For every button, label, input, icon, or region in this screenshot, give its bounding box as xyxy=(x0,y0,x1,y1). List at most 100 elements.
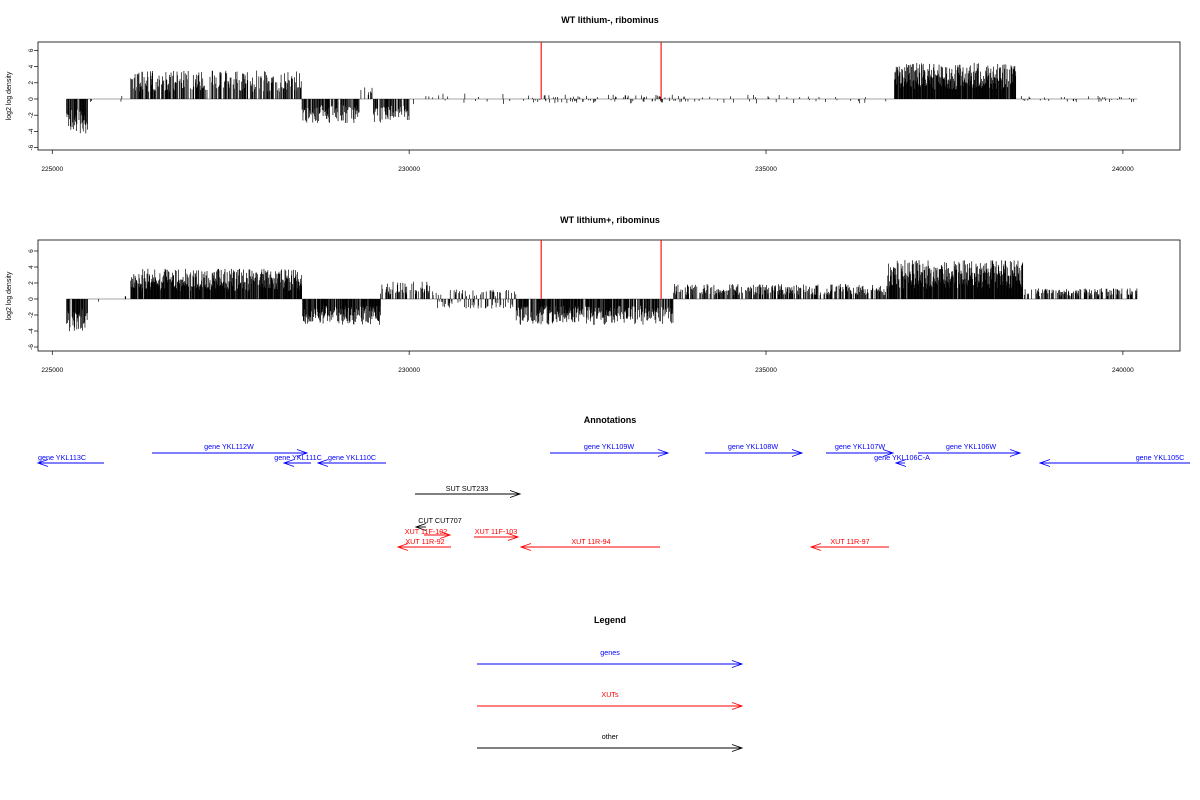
arrowhead xyxy=(414,523,427,531)
legend-label: other xyxy=(602,732,619,741)
panel-title: WT lithium-, ribominus xyxy=(561,15,659,25)
arrowhead xyxy=(1009,449,1022,457)
annotation-label: gene YKL109W xyxy=(584,442,634,451)
arrowhead xyxy=(282,459,295,467)
annotation-label: gene YKL107W xyxy=(835,442,885,451)
annotation-feature: gene YKL109W xyxy=(550,442,670,457)
annotation-label: XUT 11R-92 xyxy=(405,537,444,546)
axes: -6 -4 -2 0 2 4 6 225000 230000 235000 240000 xyxy=(28,48,1134,173)
annotation-label: gene YKL105C xyxy=(1136,453,1185,462)
annotation-label: gene YKL108W xyxy=(728,442,778,451)
annotation-label: gene YKL112W xyxy=(204,442,254,451)
arrowhead xyxy=(1038,459,1051,467)
coverage-bars xyxy=(66,42,1138,134)
annotation-feature: XUT 11F-102 xyxy=(405,527,452,539)
legend-label: XUTs xyxy=(601,690,619,699)
y-tick-label: 4 xyxy=(28,265,35,269)
annotation-feature: gene YKL106W xyxy=(918,442,1022,457)
arrowhead xyxy=(396,543,409,551)
annotation-feature: gene YKL108W xyxy=(705,442,804,457)
annotation-feature: gene YKL113C xyxy=(36,453,104,467)
arrowhead xyxy=(731,744,744,752)
y-tick-label: 0 xyxy=(28,297,35,301)
y-tick-label: 2 xyxy=(28,81,35,85)
arrowhead xyxy=(894,459,907,467)
annotation-feature: XUT 11R-92 xyxy=(396,537,451,551)
annotations-title: Annotations xyxy=(584,415,637,425)
arrowhead xyxy=(509,490,522,498)
x-tick-label: 230000 xyxy=(398,367,420,374)
arrowhead xyxy=(316,459,329,467)
annotation-feature: XUT 11R-94 xyxy=(519,537,660,551)
annotation-label: XUT 11R-97 xyxy=(830,537,869,546)
legend-entry: genes xyxy=(477,648,744,668)
y-tick-label: 6 xyxy=(28,249,35,253)
legend-entry: other xyxy=(477,732,744,752)
x-tick-label: 235000 xyxy=(755,367,777,374)
x-tick-label: 225000 xyxy=(41,166,63,173)
plot-frame xyxy=(37,41,1181,151)
x-tick-label: 225000 xyxy=(41,367,63,374)
arrowhead xyxy=(36,459,49,467)
legend-entry: XUTs xyxy=(477,690,744,710)
y-axis-label: log2 log density xyxy=(6,271,13,320)
annotation-label: SUT SUT233 xyxy=(446,484,489,493)
annotation-feature: gene YKL106C-A xyxy=(874,453,930,467)
panel-title: WT lithium+, ribominus xyxy=(560,215,660,225)
x-tick-label: 240000 xyxy=(1112,367,1134,374)
legend-entries: genes XUTs other xyxy=(477,648,744,752)
annotation-label: gene YKL111C xyxy=(274,453,322,462)
annotation-label: gene YKL113C xyxy=(38,453,86,462)
y-tick-label: -6 xyxy=(28,144,35,150)
annotation-label: XUT 11F-102 xyxy=(405,527,447,536)
annotation-feature: gene YKL105C xyxy=(1038,453,1190,467)
legend-label: genes xyxy=(600,648,620,657)
x-tick-label: 240000 xyxy=(1112,166,1134,173)
arrowhead xyxy=(507,533,520,541)
legend-title: Legend xyxy=(594,615,626,625)
annotation-feature: XUT 11F-103 xyxy=(474,527,520,541)
annotation-feature: gene YKL111C xyxy=(274,453,322,467)
y-tick-label: 4 xyxy=(28,64,35,68)
annotation-label: CUT CUT707 xyxy=(418,516,461,525)
annotation-label: gene YKL106W xyxy=(946,442,996,451)
x-tick-label: 235000 xyxy=(755,166,777,173)
annotation-label: gene YKL110C xyxy=(328,453,376,462)
arrowhead xyxy=(731,660,744,668)
annotation-feature: SUT SUT233 xyxy=(415,484,522,498)
arrowhead xyxy=(296,449,309,457)
y-tick-label: -4 xyxy=(28,128,35,134)
annotation-feature: gene YKL112W xyxy=(152,442,309,457)
y-tick-label: -6 xyxy=(28,344,35,350)
annotation-label: XUT 11F-103 xyxy=(475,527,517,536)
y-tick-label: 0 xyxy=(28,97,35,101)
annotation-feature: CUT CUT707 xyxy=(414,516,462,531)
legend-panel: Legend genes XUTs other xyxy=(477,615,744,752)
arrowhead xyxy=(791,449,804,457)
arrowhead xyxy=(657,449,670,457)
arrowhead xyxy=(519,543,532,551)
arrowhead xyxy=(882,449,895,457)
annotation-label: XUT 11R-94 xyxy=(571,537,610,546)
arrowhead xyxy=(731,702,744,710)
axes: -6 -4 -2 0 2 4 6 225000 230000 235000 240000 xyxy=(28,249,1134,374)
y-tick-label: -2 xyxy=(28,112,35,118)
track-panel-lithium-plus: WT lithium+, ribominus log2 log density … xyxy=(6,215,1181,374)
coverage-bars xyxy=(66,240,1138,332)
annotation-feature: XUT 11R-97 xyxy=(809,537,889,551)
y-tick-label: 6 xyxy=(28,48,35,52)
y-axis-label: log2 log density xyxy=(6,71,13,120)
x-tick-label: 230000 xyxy=(398,166,420,173)
track-panel-lithium-minus: WT lithium-, ribominus log2 log density … xyxy=(6,15,1181,173)
annotation-label: gene YKL106C-A xyxy=(874,453,930,462)
arrowhead xyxy=(809,543,822,551)
arrowhead xyxy=(439,531,452,539)
y-tick-label: -2 xyxy=(28,312,35,318)
annotation-features: gene YKL113C gene YKL112W gene YKL111C gene… xyxy=(36,442,1190,551)
y-tick-label: 2 xyxy=(28,281,35,285)
annotation-feature: gene YKL107W xyxy=(826,442,895,457)
plot-frame xyxy=(37,239,1181,352)
y-tick-label: -4 xyxy=(28,328,35,334)
